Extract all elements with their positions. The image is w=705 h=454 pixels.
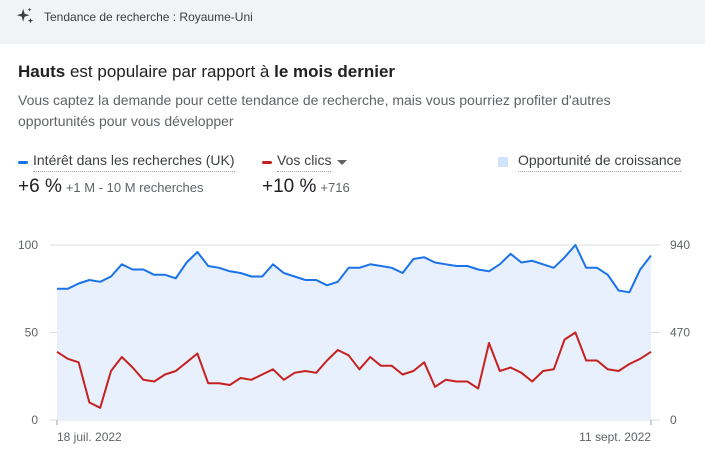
legend-clicks-swatch [262, 160, 272, 164]
legend-interest-swatch [18, 160, 28, 164]
headline-period: le mois dernier [274, 62, 396, 81]
header-bar: Tendance de recherche : Royaume-Uni [0, 0, 705, 44]
clicks-value-block: +10 % +716 [262, 176, 350, 198]
header-title: Tendance de recherche : Royaume-Uni [44, 10, 253, 24]
legend-opportunity: Opportunité de croissance [498, 152, 682, 172]
sparkle-icon [16, 7, 34, 24]
interest-value-block: +6 % +1 M - 10 M recherches [18, 176, 203, 198]
clicks-change: +10 % [262, 176, 317, 197]
interest-series-line [57, 244, 652, 294]
interest-change: +6 % [18, 176, 62, 197]
legend-opportunity-label: Opportunité de croissance [518, 152, 682, 172]
legend-opportunity-swatch [498, 157, 508, 167]
x-end-label: 11 sept. 2022 [579, 430, 651, 444]
interest-detail: +1 M - 10 M recherches [65, 180, 204, 195]
headline: Hauts est populaire par rapport à le moi… [18, 62, 395, 82]
headline-subject: Hauts [18, 62, 66, 81]
headline-middle: est populaire par rapport à [65, 62, 275, 81]
clicks-series-line [56, 331, 652, 409]
caret-down-icon[interactable] [337, 159, 348, 165]
right-tick-label: 0 [670, 413, 677, 427]
left-tick-label: 100 [18, 238, 38, 252]
right-tick-label: 470 [670, 326, 690, 340]
right-tick-label: 940 [670, 238, 690, 252]
clicks-detail: +716 [320, 180, 350, 195]
left-tick-label: 0 [31, 413, 38, 427]
legend-interest-label: Intérêt dans les recherches (UK) [33, 152, 235, 172]
x-start-label: 18 juil. 2022 [57, 430, 122, 444]
description: Vous captez la demande pour cette tendan… [18, 92, 611, 129]
legend-interest: Intérêt dans les recherches (UK) [18, 152, 235, 172]
legend-clicks-dropdown[interactable]: Vos clics [262, 152, 348, 172]
legend-clicks-label: Vos clics [277, 152, 332, 172]
left-tick-label: 50 [25, 326, 39, 340]
